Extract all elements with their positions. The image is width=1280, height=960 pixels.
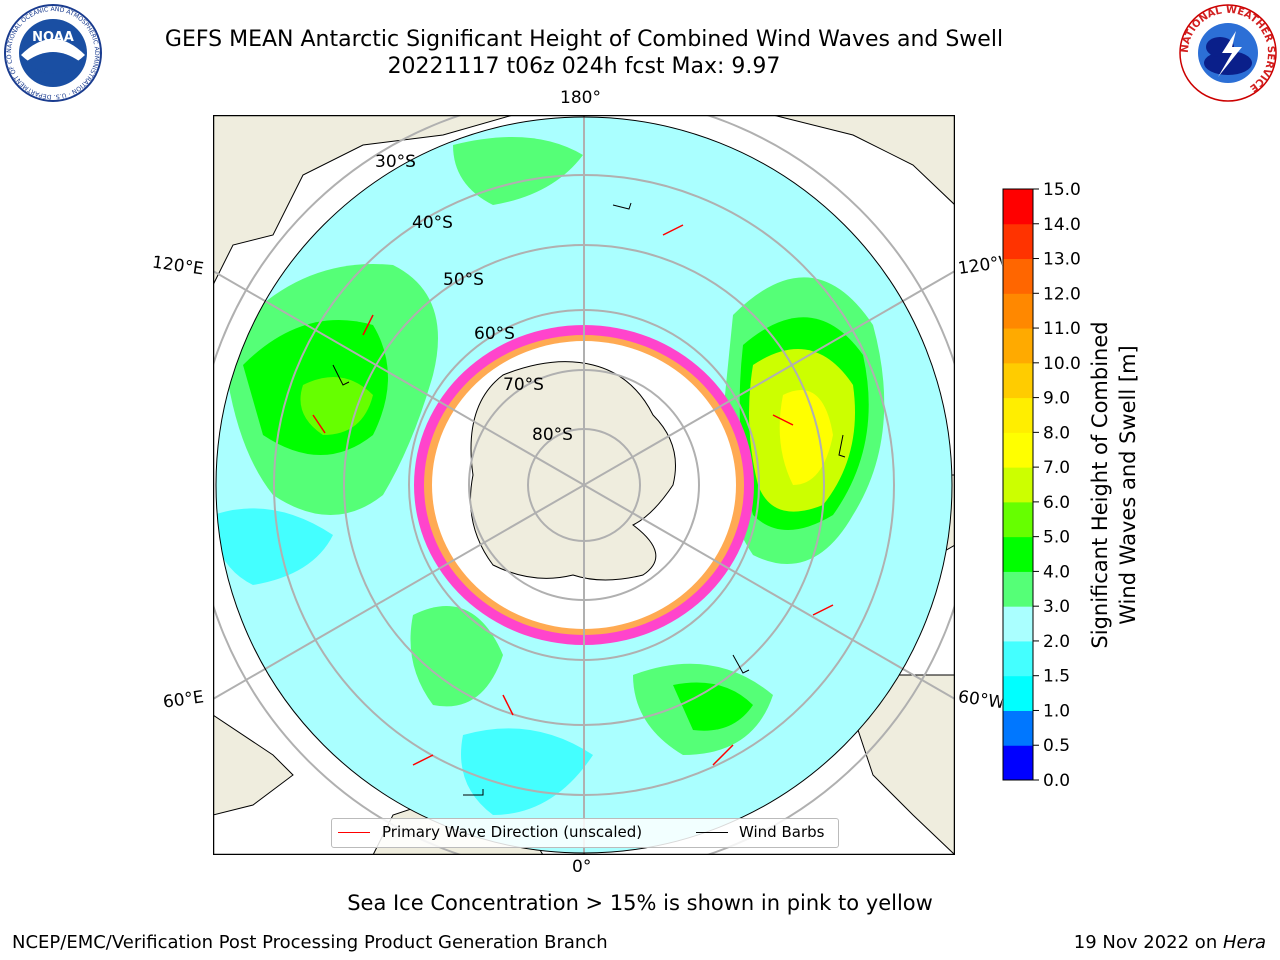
lat-label-50s: 50°S: [443, 270, 484, 290]
colorbar-tick-label: 13.0: [1043, 250, 1081, 270]
sea-ice-note: Sea Ice Concentration > 15% is shown in …: [347, 891, 933, 915]
chart-title: GEFS MEAN Antarctic Significant Height o…: [164, 27, 1004, 52]
colorbar-segment: [1003, 397, 1033, 433]
lon-label-180: 180°: [560, 88, 601, 108]
noaa-logo-text: NOAA: [32, 30, 74, 45]
colorbar-segment: [1003, 293, 1033, 329]
colorbar-label-line1: Significant Height of Combined: [1088, 321, 1112, 649]
footer-date: 19 Nov 2022 on Hera: [1074, 932, 1266, 953]
colorbar-tick-label: 12.0: [1043, 284, 1081, 304]
colorbar-tick-label: 5.0: [1043, 528, 1070, 548]
colorbar-tick-label: 1.0: [1043, 701, 1070, 721]
nws-logo: NATIONAL WEATHER SERVICE: [1179, 4, 1277, 102]
graticule: [213, 115, 955, 855]
lon-label-60e: 60°E: [161, 687, 206, 713]
lon-label-120e: 120°E: [150, 252, 205, 280]
footer-host: Hera: [1222, 932, 1266, 953]
lon-label-0: 0°: [572, 857, 592, 877]
colorbar-tick-label: 6.0: [1043, 493, 1070, 513]
colorbar-segment: [1003, 710, 1033, 746]
colorbar-segment: [1003, 362, 1033, 399]
footer-date-text: 19 Nov 2022 on: [1073, 932, 1223, 953]
lat-label-80s: 80°S: [532, 425, 573, 445]
colorbar-tick-label: 14.0: [1043, 215, 1081, 235]
colorbar-segment: [1003, 745, 1033, 781]
colorbar-tick-label: 9.0: [1043, 389, 1070, 409]
colorbar-tick-label: 7.0: [1043, 458, 1070, 478]
colorbar: 0.0 0.5 1.0 1.5 2.0 3.0 4.0 5.0 6.0 7.0 8.0 9.0 10.0…: [1002, 180, 1081, 790]
colorbar-tick-label: 8.0: [1043, 423, 1070, 443]
footer-credit: NCEP/EMC/Verification Post Processing Pr…: [12, 932, 608, 953]
colorbar-segment: [1003, 640, 1033, 677]
wave-legend-swatch: [338, 832, 370, 833]
lat-label-70s: 70°S: [503, 375, 544, 395]
colorbar-tick-label: 2.0: [1043, 632, 1070, 652]
colorbar-segment: [1003, 258, 1033, 294]
wind-barbs: [332, 202, 846, 796]
colorbar-segment: [1003, 189, 1033, 225]
colorbar-label-line2: Wind Waves and Swell [m]: [1116, 345, 1140, 625]
colorbar-tick-label: 0.5: [1043, 736, 1070, 756]
colorbar-segment: [1003, 606, 1033, 642]
colorbar-segment: [1003, 501, 1033, 538]
colorbar-segment: [1003, 223, 1033, 260]
colorbar-segment: [1003, 432, 1033, 468]
wave-legend-label: Primary Wave Direction (unscaled): [382, 823, 643, 841]
polar-map: [213, 115, 955, 855]
lat-label-40s: 40°S: [412, 213, 453, 233]
colorbar-tick-label: 10.0: [1043, 354, 1081, 374]
colorbar-segment: [1003, 536, 1033, 572]
colorbar-segment: [1003, 675, 1033, 711]
colorbar-segment: [1003, 571, 1033, 607]
colorbar-tick-label: 11.0: [1043, 319, 1081, 339]
lat-label-60s: 60°S: [474, 324, 515, 344]
colorbar-frame: [1002, 188, 1034, 781]
colorbar-tick-label: 15.0: [1043, 180, 1081, 200]
colorbar-tick-label: 3.0: [1043, 597, 1070, 617]
colorbar-segment: [1003, 328, 1033, 364]
colorbar-tick-label: 0.0: [1043, 771, 1070, 790]
lat-label-30s: 30°S: [375, 152, 416, 172]
noaa-logo: NATIONAL OCEANIC AND ATMOSPHERIC ADMINIS…: [3, 3, 102, 102]
colorbar-tick-label: 4.0: [1043, 562, 1070, 582]
map-legend: Primary Wave Direction (unscaled) Wind B…: [331, 818, 839, 848]
chart-subtitle: 20221117 t06z 024h fcst Max: 9.97: [387, 54, 781, 79]
colorbar-tick-label: 1.5: [1043, 667, 1070, 687]
wave-direction-arrows: [312, 224, 834, 766]
wind-legend-label: Wind Barbs: [739, 823, 825, 841]
colorbar-segment: [1003, 467, 1033, 503]
wind-legend-swatch: [696, 832, 728, 833]
